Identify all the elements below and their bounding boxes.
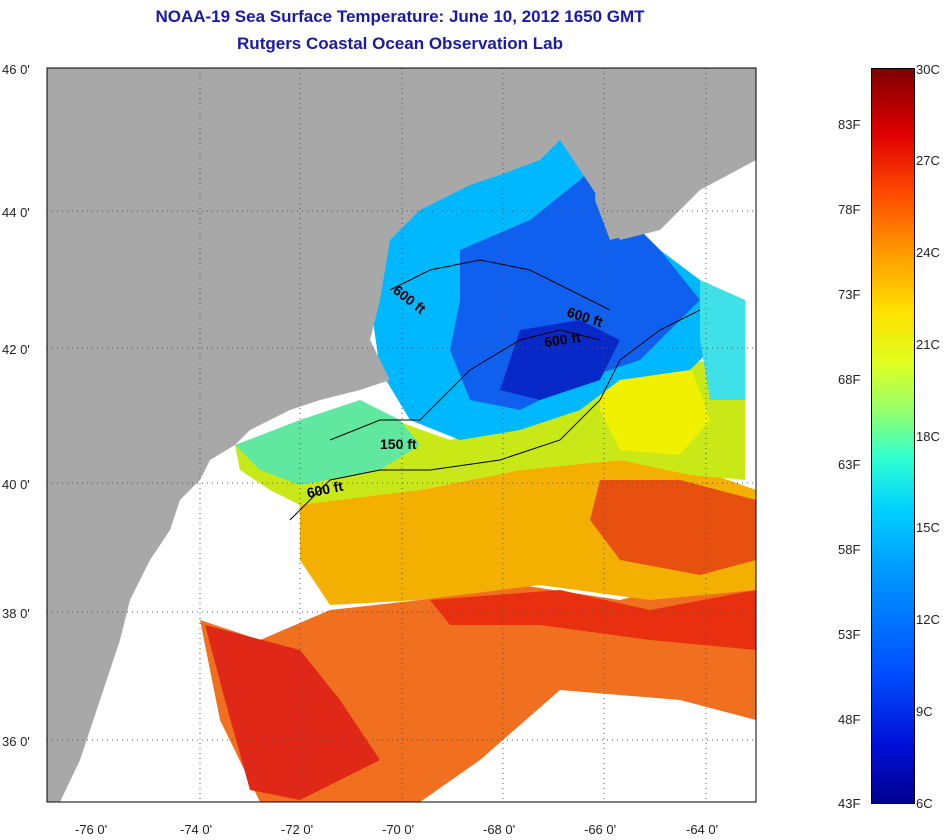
sst-coldest-patch xyxy=(500,320,620,400)
colorbar-c-12: 12C xyxy=(916,612,940,627)
contour-label-150ft: 150 ft xyxy=(380,436,417,452)
colorbar-c-30: 30C xyxy=(916,62,940,77)
lat-label-44: 44 0' xyxy=(2,205,30,220)
colorbar-f-68: 68F xyxy=(838,372,861,387)
colorbar-c-24: 24C xyxy=(916,245,940,260)
land-nova-scotia xyxy=(595,80,756,240)
colorbar-f-58: 58F xyxy=(838,542,861,557)
sst-gulf-stream xyxy=(430,590,756,650)
sst-green-coast xyxy=(235,400,420,485)
lon-label-68: -68 0' xyxy=(483,822,516,837)
colorbar-c-9: 9C xyxy=(916,704,933,719)
colorbar-c-15: 15C xyxy=(916,520,940,535)
sst-warm-eddy xyxy=(590,480,756,575)
lat-label-42: 42 0' xyxy=(2,342,30,357)
map-frame xyxy=(46,67,757,803)
lon-label-74: -74 0' xyxy=(180,822,213,837)
contour-label-600ft-shelf: 600 ft xyxy=(305,478,344,501)
colorbar-f-78: 78F xyxy=(838,202,861,217)
lon-label-70: -70 0' xyxy=(382,822,415,837)
depth-contour-gulf xyxy=(389,259,611,311)
lon-label-76: -76 0' xyxy=(75,822,108,837)
lat-label-36: 36 0' xyxy=(2,734,30,749)
sst-yellow-eddy xyxy=(600,365,710,455)
sst-hot-patch xyxy=(205,625,380,800)
lon-label-64: -64 0' xyxy=(686,822,719,837)
temperature-colorbar xyxy=(871,68,915,804)
depth-contour-150ft xyxy=(329,329,601,441)
colorbar-c-6: 6C xyxy=(916,796,933,811)
colorbar-f-63: 63F xyxy=(838,457,861,472)
colorbar-f-83: 83F xyxy=(838,117,861,132)
sst-cyan-east xyxy=(700,280,745,400)
colorbar-f-43: 43F xyxy=(838,796,861,811)
colorbar-f-53: 53F xyxy=(838,627,861,642)
colorbar-f-73: 73F xyxy=(838,287,861,302)
map-subtitle: Rutgers Coastal Ocean Observation Lab xyxy=(237,34,563,53)
lon-label-72: -72 0' xyxy=(281,822,314,837)
colorbar-c-21: 21C xyxy=(916,337,940,352)
colorbar-c-27: 27C xyxy=(916,153,940,168)
depth-contour-600ft xyxy=(289,309,701,521)
land-mass xyxy=(47,68,756,802)
graticule xyxy=(47,68,756,802)
contour-label-600ft-basin: 600 ft xyxy=(543,329,582,350)
colorbar-c-18: 18C xyxy=(916,429,940,444)
colorbar-f-48: 48F xyxy=(838,712,861,727)
lat-label-40: 40 0' xyxy=(2,477,30,492)
map-title: NOAA-19 Sea Surface Temperature: June 10… xyxy=(155,7,645,26)
lon-label-66: -66 0' xyxy=(584,822,617,837)
lat-label-38: 38 0' xyxy=(2,606,30,621)
lat-label-46: 46 0' xyxy=(2,62,30,77)
